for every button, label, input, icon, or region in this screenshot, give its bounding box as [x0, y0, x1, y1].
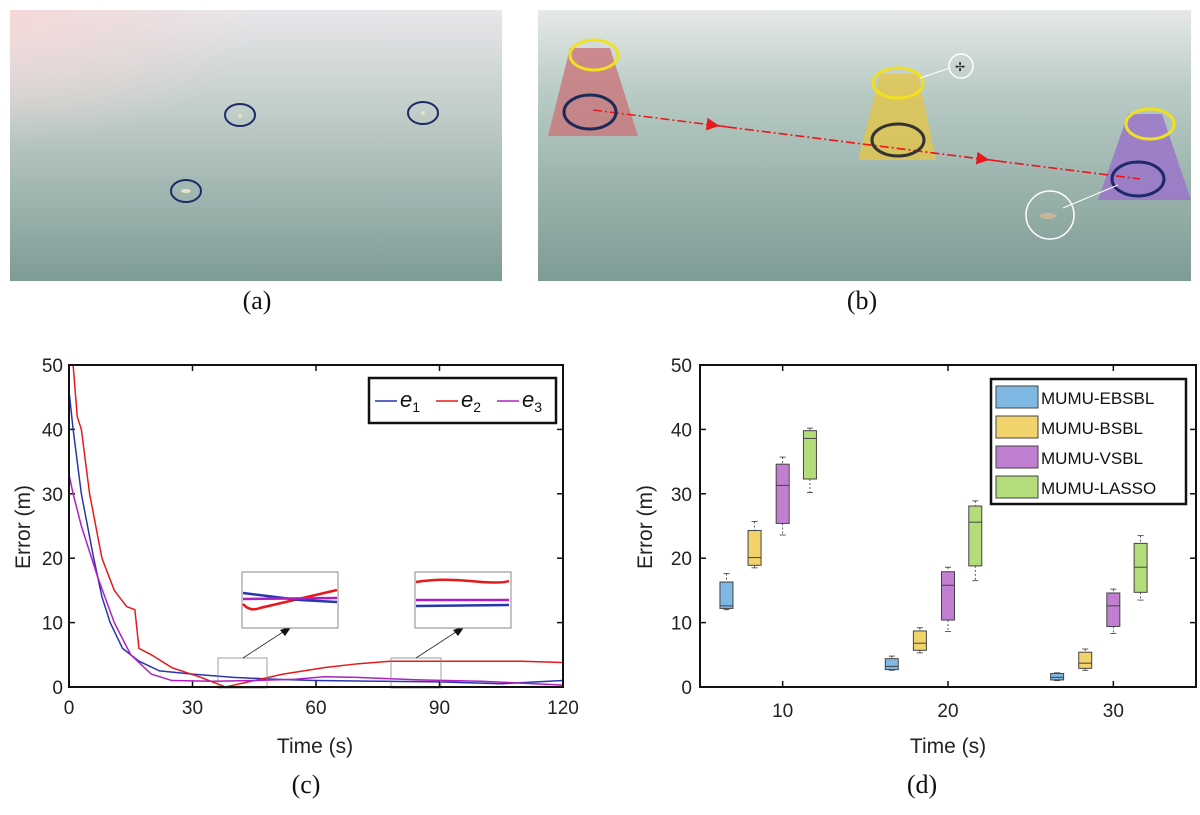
- x-axis-label: Time (s): [277, 735, 353, 758]
- x-tick-label: 90: [429, 698, 450, 719]
- y-tick-label: 0: [681, 678, 692, 699]
- photo-a-three-boats: [10, 10, 502, 281]
- box-mumu-ebsbl-20: [884, 655, 899, 671]
- y-tick-label: 50: [671, 356, 692, 377]
- path-line: [592, 109, 1141, 180]
- legend-label: MUMU-LASSO: [1041, 479, 1156, 498]
- x-tick-label: 20: [937, 701, 958, 722]
- legend-swatch: [995, 385, 1039, 409]
- box-mumu-vsbl-10: [775, 456, 790, 536]
- svg-text:✢: ✢: [955, 60, 965, 74]
- uav-circle: [568, 38, 620, 72]
- boat-circle: [1110, 160, 1166, 198]
- caption-c: (c): [291, 770, 321, 799]
- box-mumu-ebsbl-10: [719, 573, 734, 611]
- uav-circle: [871, 66, 925, 100]
- photo-b-formation-path: ✢: [538, 10, 1191, 281]
- box-mumu-bsbl-30: [1078, 648, 1093, 671]
- legend: MUMU-EBSBL MUMU-BSBL MUMU-VSBL MUMU-LASSO: [989, 377, 1188, 506]
- series-line-e2: [72, 364, 564, 688]
- y-tick-label: 10: [671, 614, 692, 635]
- boat-detail-callout: [1025, 184, 1119, 240]
- y-tick-label: 0: [52, 678, 63, 699]
- caption-b: (b): [846, 286, 878, 315]
- caption-d: (d): [906, 770, 938, 799]
- box: [884, 658, 899, 671]
- legend-label: MUMU-BSBL: [1041, 419, 1143, 438]
- x-axis-label: Time (s): [910, 735, 986, 758]
- box: [1133, 542, 1148, 593]
- boat-marker-circle: [407, 101, 439, 125]
- legend-label: MUMU-EBSBL: [1041, 389, 1154, 408]
- box: [775, 463, 790, 524]
- y-axis-label: Error (m): [12, 485, 35, 569]
- legend-swatch: [995, 475, 1039, 499]
- boat-marker-circle: [170, 179, 202, 203]
- box: [719, 581, 734, 609]
- y-tick-label: 50: [42, 356, 63, 377]
- uav-detail-callout: ✢: [919, 53, 974, 79]
- box-mumu-vsbl-20: [941, 566, 955, 633]
- series-line-e1: [68, 390, 564, 685]
- y-tick-label: 10: [42, 614, 63, 635]
- x-tick-label: 30: [182, 698, 203, 719]
- x-tick-label: 30: [1103, 701, 1124, 722]
- zoom-inset-2: [390, 571, 512, 689]
- box: [941, 571, 955, 621]
- box: [912, 630, 927, 651]
- box: [802, 430, 817, 480]
- x-tick-label: 120: [547, 698, 579, 719]
- error-box-plot: Error (m) Time (s) 10 20 30 0 10 20 30 40 50 MUM…: [634, 356, 1197, 758]
- box-mumu-vsbl-30: [1106, 588, 1121, 634]
- legend: e1 e2 e3: [367, 376, 558, 425]
- series-line-e3: [68, 474, 564, 686]
- y-tick-label: 40: [671, 420, 692, 441]
- box-mumu-bsbl-10: [747, 521, 762, 569]
- boat-marker-circle: [224, 103, 256, 127]
- box-mumu-ebsbl-30: [1050, 672, 1065, 681]
- y-axis-label: Error (m): [634, 485, 657, 569]
- box: [968, 505, 983, 567]
- boat-circle: [870, 122, 926, 158]
- box-mumu-lasso-20: [968, 500, 983, 582]
- legend-label: MUMU-VSBL: [1041, 449, 1143, 468]
- x-tick-label: 0: [64, 698, 75, 719]
- uav-circle: [1124, 107, 1176, 141]
- x-tick-label: 60: [305, 698, 326, 719]
- box: [1050, 672, 1065, 681]
- boat-circle: [562, 93, 618, 131]
- zoom-inset-1: [217, 571, 339, 689]
- box: [1078, 651, 1093, 669]
- box-mumu-lasso-10: [802, 427, 817, 493]
- legend-swatch: [995, 415, 1039, 439]
- box: [747, 530, 762, 566]
- caption-a: (a): [242, 286, 272, 315]
- box-mumu-lasso-30: [1133, 535, 1148, 601]
- zone-yellow: [858, 74, 936, 160]
- legend-swatch: [995, 445, 1039, 469]
- y-tick-label: 20: [42, 549, 63, 570]
- error-line-chart: Error (m) Time (s) 0 30 60 90 120 0 10 20 30 40 50…: [12, 356, 579, 758]
- y-tick-label: 40: [42, 420, 63, 441]
- x-tick-label: 10: [772, 701, 793, 722]
- box-mumu-bsbl-20: [912, 627, 927, 654]
- y-tick-label: 30: [671, 485, 692, 506]
- box: [1106, 592, 1121, 627]
- y-tick-label: 30: [42, 485, 63, 506]
- y-tick-label: 20: [671, 549, 692, 570]
